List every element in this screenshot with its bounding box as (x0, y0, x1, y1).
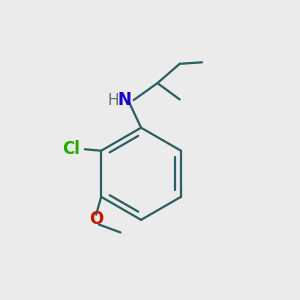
Text: O: O (89, 210, 103, 228)
Text: H: H (108, 93, 119, 108)
Text: N: N (118, 91, 132, 109)
Text: Cl: Cl (62, 140, 80, 158)
